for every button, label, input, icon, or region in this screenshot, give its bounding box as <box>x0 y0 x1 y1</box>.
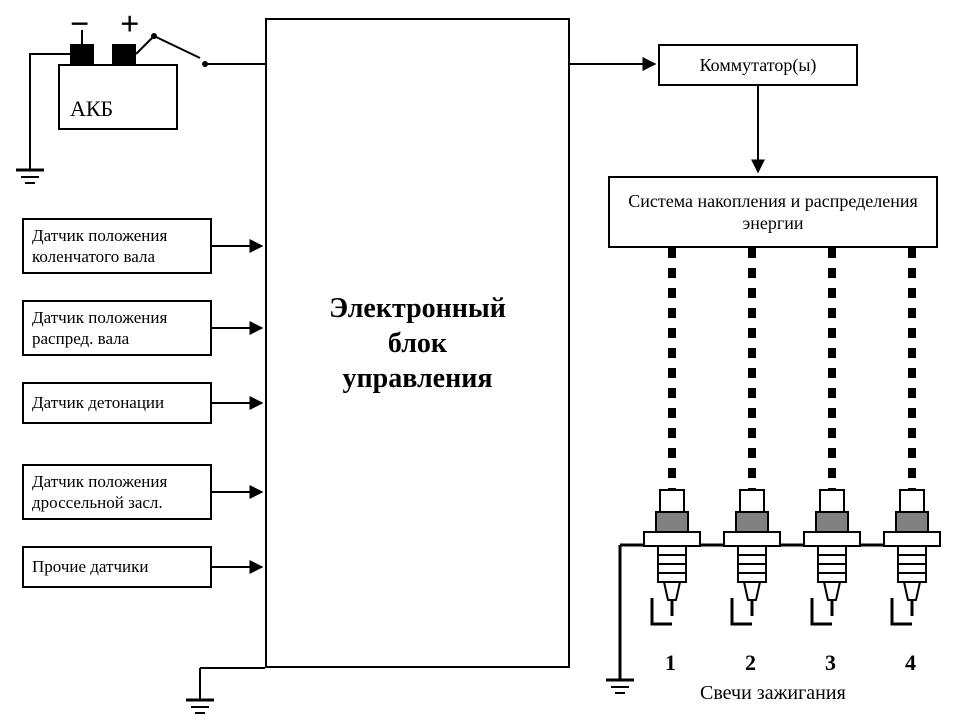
plug-number-3: 3 <box>825 650 836 676</box>
battery-box: АКБ <box>58 64 178 130</box>
diagram-canvas: − + АКБ Электронный блок управления Датч… <box>0 0 960 720</box>
plug-number-1: 1 <box>665 650 676 676</box>
sensor-knock: Датчик детонации <box>22 382 212 424</box>
plug-number-2: 2 <box>745 650 756 676</box>
sensor-throttle: Датчик положения дроссельной засл. <box>22 464 212 520</box>
sensor-crankshaft-label: Датчик положения коленчатого вала <box>32 225 202 268</box>
energy-system-label: Система накопления и распределения энерг… <box>618 190 928 235</box>
spark-plugs-caption: Свечи зажигания <box>700 682 846 705</box>
ecu-box: Электронный блок управления <box>265 18 570 668</box>
energy-system-box: Система накопления и распределения энерг… <box>608 176 938 248</box>
sensor-knock-label: Датчик детонации <box>32 392 164 413</box>
sensor-other-label: Прочие датчики <box>32 556 148 577</box>
sensor-camshaft: Датчик положения распред. вала <box>22 300 212 356</box>
battery-minus: − <box>70 6 89 44</box>
spark-plug-2 <box>724 490 780 624</box>
battery-label: АКБ <box>70 95 113 123</box>
spark-plug-4 <box>884 490 940 624</box>
sensor-camshaft-label: Датчик положения распред. вала <box>32 307 202 350</box>
commutator-label: Коммутатор(ы) <box>700 54 817 77</box>
commutator-box: Коммутатор(ы) <box>658 44 858 86</box>
sensor-crankshaft: Датчик положения коленчатого вала <box>22 218 212 274</box>
plug-number-4: 4 <box>905 650 916 676</box>
sensor-throttle-label: Датчик положения дроссельной засл. <box>32 471 202 514</box>
spark-plug-1 <box>644 490 700 624</box>
sensor-other: Прочие датчики <box>22 546 212 588</box>
spark-plug-3 <box>804 490 860 624</box>
ecu-label: Электронный блок управления <box>329 291 506 396</box>
battery-plus: + <box>120 6 139 44</box>
